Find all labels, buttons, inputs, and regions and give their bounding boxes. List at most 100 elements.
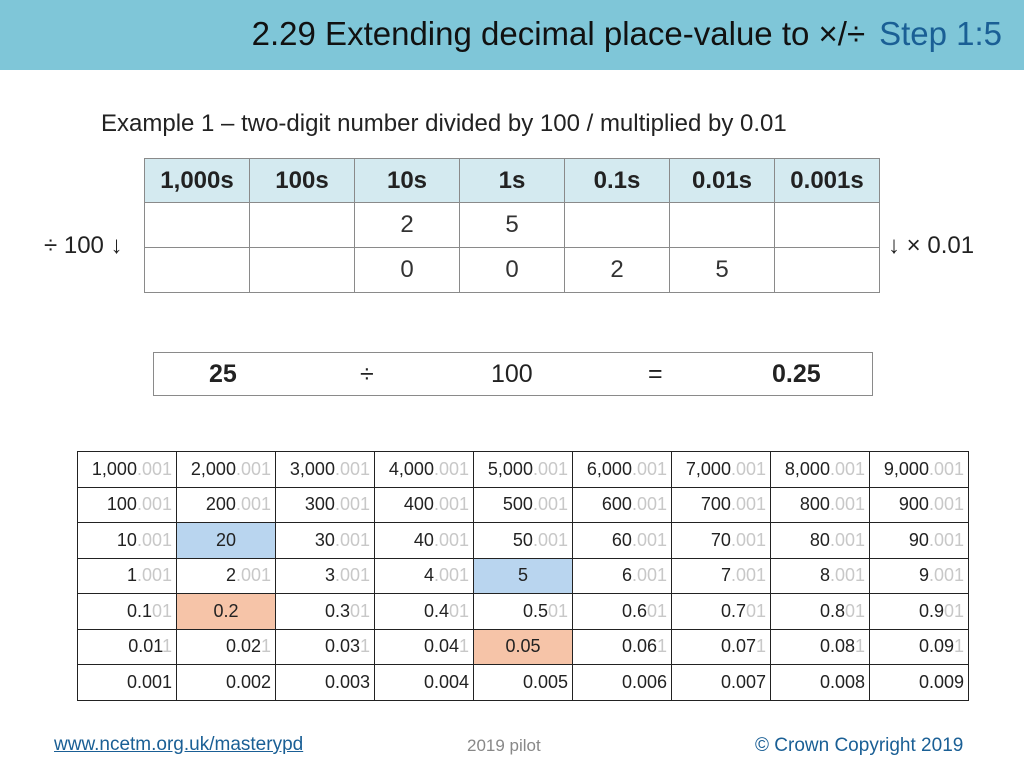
gattegno-cell: 600.001: [572, 486, 672, 523]
gattegno-cell-faint-digits: .001: [433, 529, 469, 550]
gattegno-cell: 6,000.001: [572, 451, 672, 488]
gattegno-cell-faint-digits: .001: [235, 494, 271, 515]
gattegno-cell: 0.011: [77, 628, 177, 665]
gattegno-cell: 0.003: [275, 664, 375, 701]
gattegno-cell: 0.501: [473, 593, 573, 630]
gattegno-cell: 2.001: [176, 557, 276, 594]
gattegno-cell-value: 0.7: [720, 600, 746, 621]
gattegno-row: 0.011 0.021 0.031 0.041 0.05 0.061 0.071 0.081 0…: [77, 628, 969, 665]
gattegno-cell-faint-digits: .001: [235, 458, 271, 479]
gattegno-cell-value: 0.005: [522, 671, 568, 692]
gattegno-cell: 5,000.001: [473, 451, 573, 488]
gattegno-cell-value: 0.06: [621, 636, 657, 657]
gattegno-cell: 3.001: [275, 557, 375, 594]
gattegno-cell-faint-digits: 01: [844, 600, 865, 621]
gattegno-cell-value: 0.07: [720, 636, 756, 657]
gattegno-cell: 90.001: [869, 522, 969, 559]
slide-title: 2.29 Extending decimal place-value to ×/…: [252, 10, 1002, 58]
gattegno-cell: 900.001: [869, 486, 969, 523]
gattegno-cell-value: 90: [908, 529, 929, 550]
gattegno-cell-value: 9,000: [883, 458, 929, 479]
gattegno-cell: 100.001: [77, 486, 177, 523]
gattegno-cell-value: 2,000: [190, 458, 236, 479]
gattegno-cell-value: 700: [700, 494, 731, 515]
gattegno-cell-value: 0.4: [423, 600, 449, 621]
place-value-table: 1,000s 100s 10s 1s 0.1s 0.01s 0.001s 2 5…: [144, 158, 880, 293]
gattegno-cell: 30.001: [275, 522, 375, 559]
gattegno-cell: 0.071: [671, 628, 771, 665]
copyright-notice: © Crown Copyright 2019: [755, 735, 964, 756]
gattegno-cell-value: 0.007: [720, 671, 766, 692]
gattegno-cell-faint-digits: .001: [631, 529, 667, 550]
gattegno-cell: 800.001: [770, 486, 870, 523]
gattegno-cell-value: 1,000: [91, 458, 137, 479]
gattegno-cell: 0.101: [77, 593, 177, 630]
gattegno-cell: 0.091: [869, 628, 969, 665]
gattegno-cell-faint-digits: 1: [953, 636, 964, 657]
gattegno-cell-value: 200: [205, 494, 236, 515]
gattegno-cell: 700.001: [671, 486, 771, 523]
gattegno-cell-faint-digits: .001: [433, 565, 469, 586]
gattegno-cell: 6.001: [572, 557, 672, 594]
gattegno-cell-faint-digits: 1: [458, 636, 469, 657]
place-value-cell: [144, 247, 250, 293]
gattegno-cell-value: 80: [809, 529, 830, 550]
place-value-cell: [774, 202, 880, 248]
gattegno-cell-value: 1: [126, 565, 137, 586]
gattegno-cell-value: 40: [413, 529, 434, 550]
equation-equals: =: [648, 360, 663, 388]
gattegno-cell-value: 500: [502, 494, 533, 515]
gattegno-cell: 0.05: [473, 628, 573, 665]
place-value-header: 0.001s: [774, 158, 880, 203]
gattegno-cell-value: 7,000: [685, 458, 731, 479]
gattegno-cell-faint-digits: .001: [235, 565, 271, 586]
gattegno-cell-value: 4: [423, 565, 434, 586]
gattegno-cell-faint-digits: .001: [730, 565, 766, 586]
gattegno-cell: 50.001: [473, 522, 573, 559]
gattegno-chart: 1,000.001 2,000.001 3,000.001 4,000.001 5,00…: [77, 451, 969, 701]
gattegno-cell-value: 0.2: [213, 600, 239, 621]
example-subtitle: Example 1 – two-digit number divided by …: [101, 110, 787, 137]
gattegno-cell-faint-digits: .001: [730, 529, 766, 550]
gattegno-cell-value: 0.04: [423, 636, 459, 657]
gattegno-row: 1.001 2.001 3.001 4.001 5 6.001 7.001 8.001 9.00…: [77, 557, 969, 594]
gattegno-cell: 40.001: [374, 522, 474, 559]
gattegno-cell-faint-digits: .001: [334, 565, 370, 586]
gattegno-cell: 70.001: [671, 522, 771, 559]
gattegno-cell-value: 50: [512, 529, 533, 550]
gattegno-cell-value: 0.01: [128, 636, 162, 657]
gattegno-cell: 0.004: [374, 664, 474, 701]
gattegno-cell-faint-digits: .001: [730, 458, 766, 479]
gattegno-cell-value: 900: [898, 494, 929, 515]
gattegno-cell: 0.301: [275, 593, 375, 630]
place-value-row: 0 0 2 5: [144, 247, 880, 293]
gattegno-cell-value: 6,000: [586, 458, 632, 479]
title-bar: 2.29 Extending decimal place-value to ×/…: [0, 0, 1024, 70]
gattegno-cell-faint-digits: .001: [730, 494, 766, 515]
gattegno-cell-faint-digits: .001: [433, 494, 469, 515]
equation-divisor: 100: [491, 360, 533, 388]
gattegno-cell-faint-digits: .001: [532, 458, 568, 479]
gattegno-cell: 0.005: [473, 664, 573, 701]
place-value-cell: 2: [354, 202, 460, 248]
gattegno-cell-value: 0.5: [522, 600, 548, 621]
place-value-cell: 2: [564, 247, 670, 293]
gattegno-cell-value: 0.006: [621, 671, 667, 692]
gattegno-cell-value: 6: [621, 565, 632, 586]
gattegno-cell-value: 5: [517, 565, 528, 586]
place-value-cell: 5: [669, 247, 775, 293]
gattegno-cell-faint-digits: 1: [656, 636, 667, 657]
gattegno-cell-value: 0.001: [126, 671, 172, 692]
gattegno-cell-value: 100: [106, 494, 137, 515]
gattegno-cell-faint-digits: .001: [136, 565, 172, 586]
gattegno-cell: 60.001: [572, 522, 672, 559]
place-value-header: 1s: [459, 158, 565, 203]
gattegno-cell: 1.001: [77, 557, 177, 594]
gattegno-cell-faint-digits: .001: [631, 565, 667, 586]
ncetm-link[interactable]: www.ncetm.org.uk/masterypd: [54, 734, 304, 755]
gattegno-cell-faint-digits: .001: [136, 529, 172, 550]
gattegno-cell: 500.001: [473, 486, 573, 523]
gattegno-row: 10.001 20 30.001 40.001 50.001 60.001 70.001 80…: [77, 522, 969, 559]
gattegno-cell-value: 0.1: [126, 600, 152, 621]
gattegno-cell-faint-digits: .001: [433, 458, 469, 479]
